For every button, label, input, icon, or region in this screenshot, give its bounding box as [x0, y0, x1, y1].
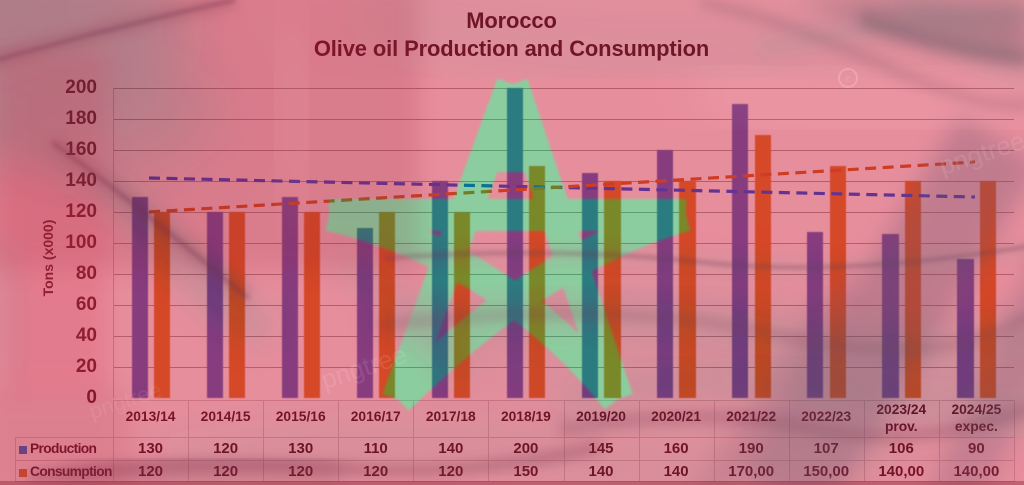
svg-text:c: c	[846, 74, 851, 85]
